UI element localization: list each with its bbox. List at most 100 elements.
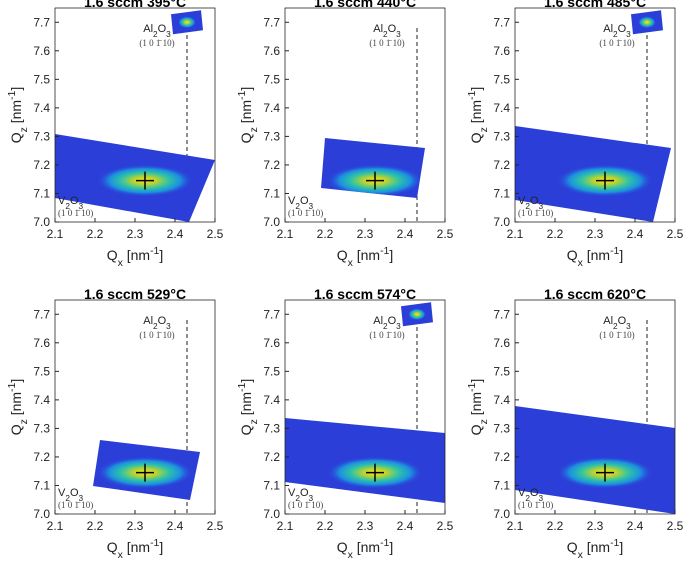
film-label-part: V	[518, 195, 526, 207]
y-axis-label: Qz [nm-1]	[466, 87, 490, 144]
y-axis-label-part: -1	[466, 90, 478, 99]
substrate-hkl: (1 0 1̄ 10)	[139, 38, 174, 48]
film-label-part: 3	[309, 202, 314, 211]
panel: 2.1 2.2 2.3 2.4 2.5 7.0 7.1 7.2 7.3 7.4 7.5 7.6 7.7 1…	[6, 0, 224, 269]
x-tick-label: 2.3	[127, 227, 144, 241]
y-tick-label: 7.1	[33, 186, 50, 200]
y-tick-label: 7.4	[493, 393, 510, 407]
substrate-label: Al2O3	[603, 315, 631, 331]
y-axis-label: Qz [nm-1]	[6, 87, 30, 144]
y-axis-label-part: [nm	[238, 392, 254, 419]
substrate-label-part: O	[388, 315, 397, 327]
y-axis-label-part: ]	[468, 379, 484, 383]
substrate-hkl: (1 0 1̄ 10)	[599, 330, 634, 340]
y-axis-label-part: ]	[8, 379, 24, 383]
substrate-label-part: 2	[383, 322, 388, 331]
y-axis-label-part: -1	[6, 90, 18, 99]
x-tick-label: 2.5	[207, 519, 224, 533]
y-tick-label: 7.4	[493, 101, 510, 115]
film-label-part: V	[58, 195, 66, 207]
y-tick-label: 7.3	[263, 421, 280, 435]
x-tick-label: 2.1	[507, 519, 524, 533]
y-tick-label: 7.1	[263, 478, 280, 492]
film-label-part: 2	[295, 494, 300, 503]
film-hkl: (1 0 1̄ 10)	[288, 208, 323, 218]
x-axis-label-part: x	[118, 549, 124, 561]
y-axis-label-part: [nm	[468, 392, 484, 419]
y-tick-label: 7.4	[263, 101, 280, 115]
x-axis-label: Qx [nm-1]	[107, 537, 164, 561]
x-axis-label-part: ]	[619, 247, 623, 263]
panel: 2.1 2.2 2.3 2.4 2.5 7.0 7.1 7.2 7.3 7.4 7.5 7.6 7.7 1…	[466, 0, 684, 269]
substrate-label-part: Al	[143, 315, 153, 327]
y-axis-label: Qz [nm-1]	[466, 379, 490, 436]
film-peak	[366, 463, 384, 482]
substrate-label-part: O	[388, 23, 397, 35]
y-tick-label: 7.0	[263, 507, 280, 521]
panel: 2.1 2.2 2.3 2.4 2.5 7.0 7.1 7.2 7.3 7.4 7.5 7.6 7.7 1…	[236, 286, 454, 561]
x-axis-label: Qx [nm-1]	[107, 245, 164, 269]
panel: 2.1 2.2 2.3 2.4 2.5 7.0 7.1 7.2 7.3 7.4 7.5 7.6 7.7 1…	[6, 286, 224, 561]
film-label-part: 2	[525, 202, 530, 211]
x-axis-label-part: [nm	[353, 539, 380, 555]
x-axis-label-part: x	[118, 257, 124, 269]
film-label-part: V	[288, 195, 296, 207]
substrate-label-part: 3	[166, 322, 171, 331]
y-tick-label: 7.2	[493, 158, 510, 172]
y-tick-label: 7.0	[493, 507, 510, 521]
y-tick-label: 7.6	[263, 336, 280, 350]
substrate-hkl: (1 0 1̄ 10)	[369, 330, 404, 340]
x-axis-label-part: Q	[337, 247, 348, 263]
y-axis-label-part: z	[478, 127, 490, 132]
y-tick-label: 7.0	[33, 215, 50, 229]
y-tick-label: 7.5	[493, 72, 510, 86]
substrate-label: Al2O3	[373, 315, 401, 331]
substrate-label-part: 3	[626, 30, 631, 39]
y-axis-label-part: ]	[468, 87, 484, 91]
film-label-part: V	[58, 487, 66, 499]
x-axis-label-part: ]	[619, 539, 623, 555]
y-axis-label-part: [nm	[238, 100, 254, 127]
y-axis-label-part: z	[248, 419, 260, 424]
y-axis-label: Qz [nm-1]	[6, 379, 30, 436]
panel: 2.1 2.2 2.3 2.4 2.5 7.0 7.1 7.2 7.3 7.4 7.5 7.6 7.7 1…	[236, 0, 454, 269]
film-label-part: O	[530, 195, 539, 207]
panel-title: 1.6 sccm 574°C	[314, 286, 416, 302]
substrate-hkl: (1 0 1̄ 10)	[599, 38, 634, 48]
substrate-peak	[178, 16, 196, 29]
y-tick-label: 7.7	[493, 15, 510, 29]
substrate-label-part: Al	[373, 315, 383, 327]
y-axis-label-part: Q	[8, 132, 24, 143]
y-tick-label: 7.1	[493, 478, 510, 492]
x-axis-label-part: Q	[107, 247, 118, 263]
film-label-part: 2	[525, 494, 530, 503]
y-tick-label: 7.2	[263, 158, 280, 172]
y-axis-label-part: [nm	[468, 100, 484, 127]
x-axis-label-part: x	[348, 257, 354, 269]
x-axis-label-part: Q	[567, 247, 578, 263]
y-axis-label-part: Q	[8, 424, 24, 435]
film-peak	[136, 171, 154, 190]
film-label-part: O	[300, 487, 309, 499]
panel-title: 1.6 sccm 620°C	[544, 286, 646, 302]
film-hkl: (1 0 1̄ 10)	[58, 500, 93, 510]
x-axis-label-part: -1	[150, 245, 159, 257]
y-tick-label: 7.6	[493, 44, 510, 58]
film-label-part: O	[300, 195, 309, 207]
substrate-label-part: 3	[396, 30, 401, 39]
x-axis-label-part: Q	[567, 539, 578, 555]
y-tick-label: 7.2	[263, 450, 280, 464]
substrate-label-part: Al	[143, 23, 153, 35]
substrate-label-part: O	[158, 315, 167, 327]
film-label-part: 3	[309, 494, 314, 503]
film-peak	[596, 171, 614, 190]
x-axis-label-part: -1	[150, 537, 159, 549]
x-tick-label: 2.4	[167, 519, 184, 533]
y-axis-label-part: z	[18, 127, 30, 132]
x-axis-label-part: [nm	[583, 247, 610, 263]
y-tick-label: 7.2	[493, 450, 510, 464]
panel-title: 1.6 sccm 529°C	[84, 286, 186, 302]
y-tick-label: 7.7	[263, 15, 280, 29]
panel-title: 1.6 sccm 395°C	[84, 0, 186, 10]
